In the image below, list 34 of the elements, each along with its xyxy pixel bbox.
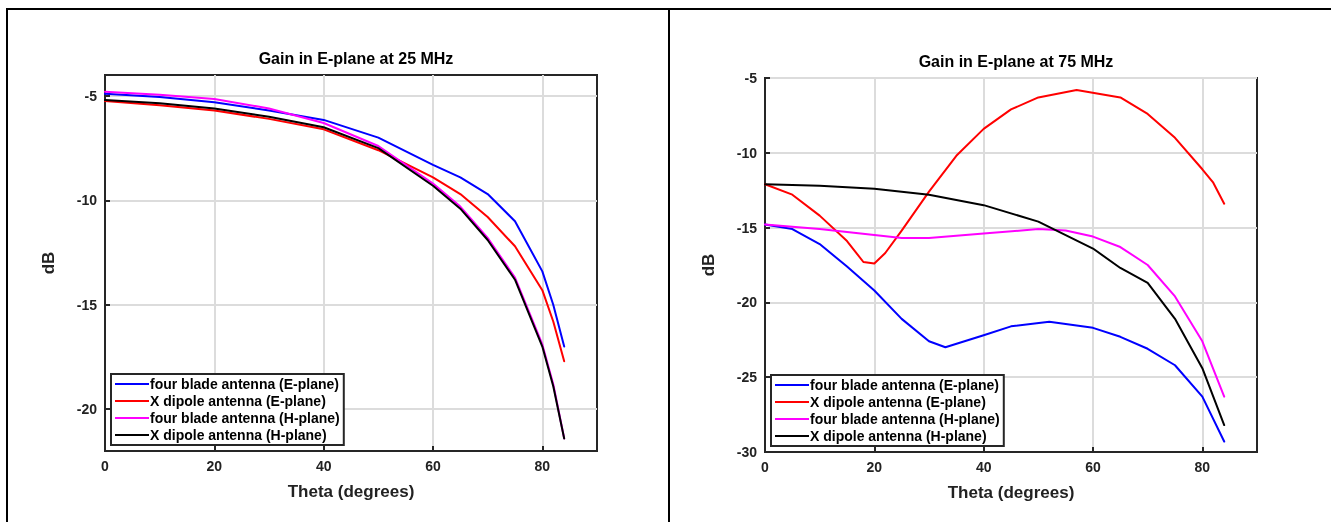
y-tick-label: -10 bbox=[76, 192, 98, 209]
legend-label: X dipole antenna (E-plane) bbox=[810, 394, 986, 410]
x-tick-label: 60 bbox=[425, 458, 441, 474]
x-tick-label: 20 bbox=[206, 458, 223, 474]
chart-title: Gain in E-plane at 25 MHz bbox=[258, 49, 454, 67]
y-tick-label: -10 bbox=[736, 144, 758, 161]
legend-label: X dipole antenna (H-plane) bbox=[810, 428, 987, 444]
x-tick-label: 40 bbox=[975, 459, 992, 475]
x-tick-label: 0 bbox=[761, 459, 770, 475]
y-tick-label: -25 bbox=[736, 369, 758, 386]
x-tick-label: 60 bbox=[1085, 459, 1101, 475]
legend-label: X dipole antenna (H-plane) bbox=[150, 427, 327, 443]
legend-label: four blade antenna (E-plane) bbox=[150, 376, 340, 392]
legend-label: X dipole antenna (E-plane) bbox=[150, 393, 326, 409]
y-tick-label: -15 bbox=[76, 296, 98, 313]
y-axis-title: dB bbox=[39, 251, 58, 275]
legend-label: four blade antenna (H-plane) bbox=[150, 410, 340, 426]
y-tick-label: -5 bbox=[84, 87, 98, 104]
legend-label: four blade antenna (E-plane) bbox=[810, 377, 1000, 393]
y-axis-title: dB bbox=[699, 253, 718, 277]
x-axis-title: Theta (degrees) bbox=[287, 482, 415, 501]
y-tick-label: -15 bbox=[736, 219, 758, 236]
y-tick-label: -20 bbox=[736, 294, 758, 311]
legend-label: four blade antenna (H-plane) bbox=[810, 411, 1000, 427]
x-tick-label: 20 bbox=[866, 459, 883, 475]
x-axis-title: Theta (degrees) bbox=[947, 483, 1075, 502]
x-tick-label: 0 bbox=[101, 458, 110, 474]
y-tick-label: -20 bbox=[76, 401, 98, 418]
y-tick-label: -30 bbox=[736, 444, 758, 460]
x-tick-label: 80 bbox=[1194, 459, 1211, 475]
y-tick-label: -5 bbox=[744, 70, 758, 86]
chart-title: Gain in E-plane at 75 MHz bbox=[918, 52, 1114, 70]
x-tick-label: 40 bbox=[315, 458, 332, 474]
x-tick-label: 80 bbox=[534, 458, 551, 474]
